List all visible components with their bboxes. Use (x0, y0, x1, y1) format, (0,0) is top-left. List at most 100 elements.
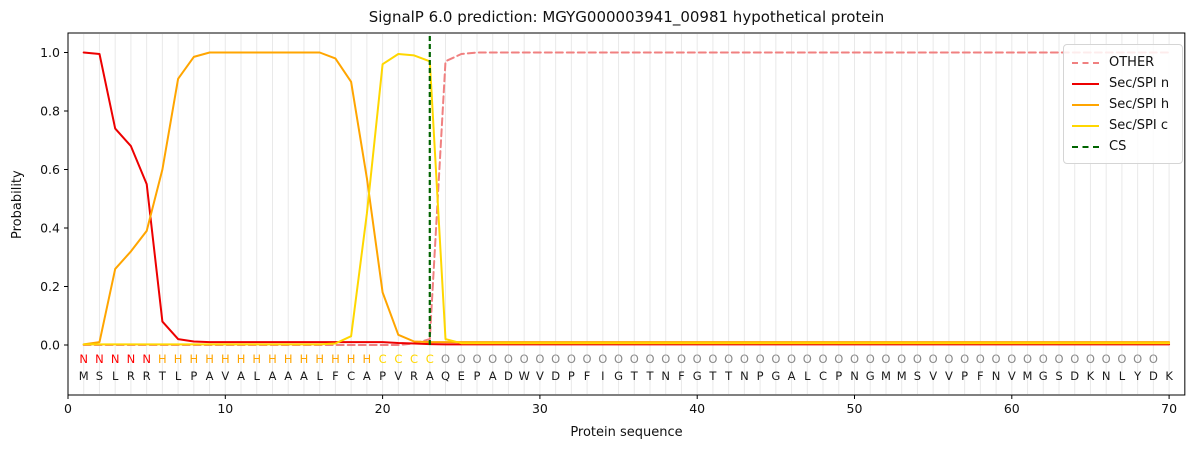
curve-sec-spi-n (82, 51, 1171, 346)
region-label-letter: O (850, 352, 859, 366)
region-label-letter: H (205, 352, 214, 366)
legend-entry-cs: CS (1072, 136, 1174, 157)
sequence-letter: M (881, 369, 891, 383)
sequence-letter: A (489, 369, 497, 383)
region-label-letter: C (410, 352, 418, 366)
sequence-letter: D (1149, 369, 1158, 383)
axes-box (67, 32, 1186, 396)
region-label-letter: N (79, 352, 88, 366)
x-tick-label: 20 (375, 401, 391, 416)
region-label-letter: O (756, 352, 765, 366)
sequence-letter: A (206, 369, 214, 383)
region-label-letter: O (771, 352, 780, 366)
sequence-letter: D (1070, 369, 1079, 383)
region-label-letter: O (881, 352, 890, 366)
region-label-letter: O (897, 352, 906, 366)
sequence-letter: M (1023, 369, 1033, 383)
legend-label: OTHER (1109, 55, 1155, 70)
sequence-letter: A (788, 369, 796, 383)
sequence-letter: P (379, 369, 386, 383)
region-label-letter: O (1007, 352, 1016, 366)
sequence-letter: G (771, 369, 780, 383)
region-label-letter: O (488, 352, 497, 366)
region-label-letter: O (976, 352, 985, 366)
x-tick-label: 50 (847, 401, 863, 416)
region-label-letter: O (834, 352, 843, 366)
region-label-letter: O (1086, 352, 1095, 366)
region-label-letter: N (127, 352, 136, 366)
sequence-letter: W (518, 369, 529, 383)
region-label-letter: O (457, 352, 466, 366)
sequence-letter: Y (1133, 369, 1142, 383)
region-label-letter: C (394, 352, 402, 366)
sequence-letter: R (127, 369, 135, 383)
y-tick-label: 0.6 (40, 162, 60, 177)
region-label-letter: O (677, 352, 686, 366)
region-label-letter: O (1133, 352, 1142, 366)
sequence-letter: V (221, 369, 229, 383)
region-label-letter: O (992, 352, 1001, 366)
region-label-letter: O (1102, 352, 1111, 366)
sec-spi-c-line-sample-icon (1072, 124, 1099, 127)
sequence-letter: S (914, 369, 921, 383)
legend-label: Sec/SPI n (1109, 76, 1170, 91)
legend-label: Sec/SPI c (1109, 118, 1168, 133)
sequence-letter: K (1087, 369, 1095, 383)
legend-entry-other: OTHER (1072, 52, 1174, 73)
sequence-letter: A (284, 369, 292, 383)
y-tick-label: 0.2 (40, 279, 60, 294)
y-tick-label: 1.0 (40, 45, 60, 60)
sequence-letter: P (190, 369, 197, 383)
sequence-letter: V (929, 369, 937, 383)
region-label-letter: H (268, 352, 277, 366)
sequence-letter: F (678, 369, 685, 383)
region-label-letter: O (1149, 352, 1158, 366)
sequence-letter: T (724, 369, 733, 383)
x-axis-label: Protein sequence (570, 425, 683, 440)
sequence-letter: L (316, 369, 323, 383)
sequence-letter: S (1055, 369, 1062, 383)
region-label-letter: O (724, 352, 733, 366)
region-label-letter: O (944, 352, 953, 366)
sequence-letter: T (708, 369, 717, 383)
other-line-sample-icon (1072, 61, 1099, 64)
region-label-letter: O (661, 352, 670, 366)
region-label-letter: O (567, 352, 576, 366)
region-label-letter: N (142, 352, 151, 366)
region-label-letter: O (583, 352, 592, 366)
sequence-letter: I (601, 369, 604, 383)
region-label-letter: N (111, 352, 120, 366)
region-label-letter: O (598, 352, 607, 366)
sequence-letter: G (866, 369, 875, 383)
region-label-letter: O (472, 352, 481, 366)
sequence-letter: D (504, 369, 513, 383)
curve-sec-spi-c (82, 53, 1171, 346)
region-label-letter: C (426, 352, 434, 366)
y-tick-label: 0.4 (40, 221, 60, 236)
region-label-letter: O (1023, 352, 1032, 366)
region-label-letter: C (379, 352, 387, 366)
sequence-letter: M (897, 369, 907, 383)
sec-spi-n-line-sample-icon (1072, 82, 1099, 85)
region-label-letter: O (630, 352, 639, 366)
y-tick-label: 0.0 (40, 338, 60, 353)
region-label-letter: O (504, 352, 513, 366)
region-label-letter: O (913, 352, 922, 366)
region-label-letter: O (866, 352, 875, 366)
plot-title: SignalP 6.0 prediction: MGYG000003941_00… (368, 8, 885, 26)
sequence-letter: L (254, 369, 261, 383)
sequence-letter: A (237, 369, 245, 383)
sequence-letter: Q (441, 369, 450, 383)
region-label-letter: H (190, 352, 199, 366)
y-tick-label: 0.8 (40, 104, 60, 119)
legend-label: Sec/SPI h (1109, 97, 1170, 112)
sequence-letter: A (426, 369, 434, 383)
sequence-letter: L (1119, 369, 1126, 383)
region-label-letter: H (284, 352, 293, 366)
sequence-letter: N (661, 369, 670, 383)
region-label-letter: O (803, 352, 812, 366)
x-tick-label: 10 (217, 401, 233, 416)
sequence-letter: R (143, 369, 151, 383)
